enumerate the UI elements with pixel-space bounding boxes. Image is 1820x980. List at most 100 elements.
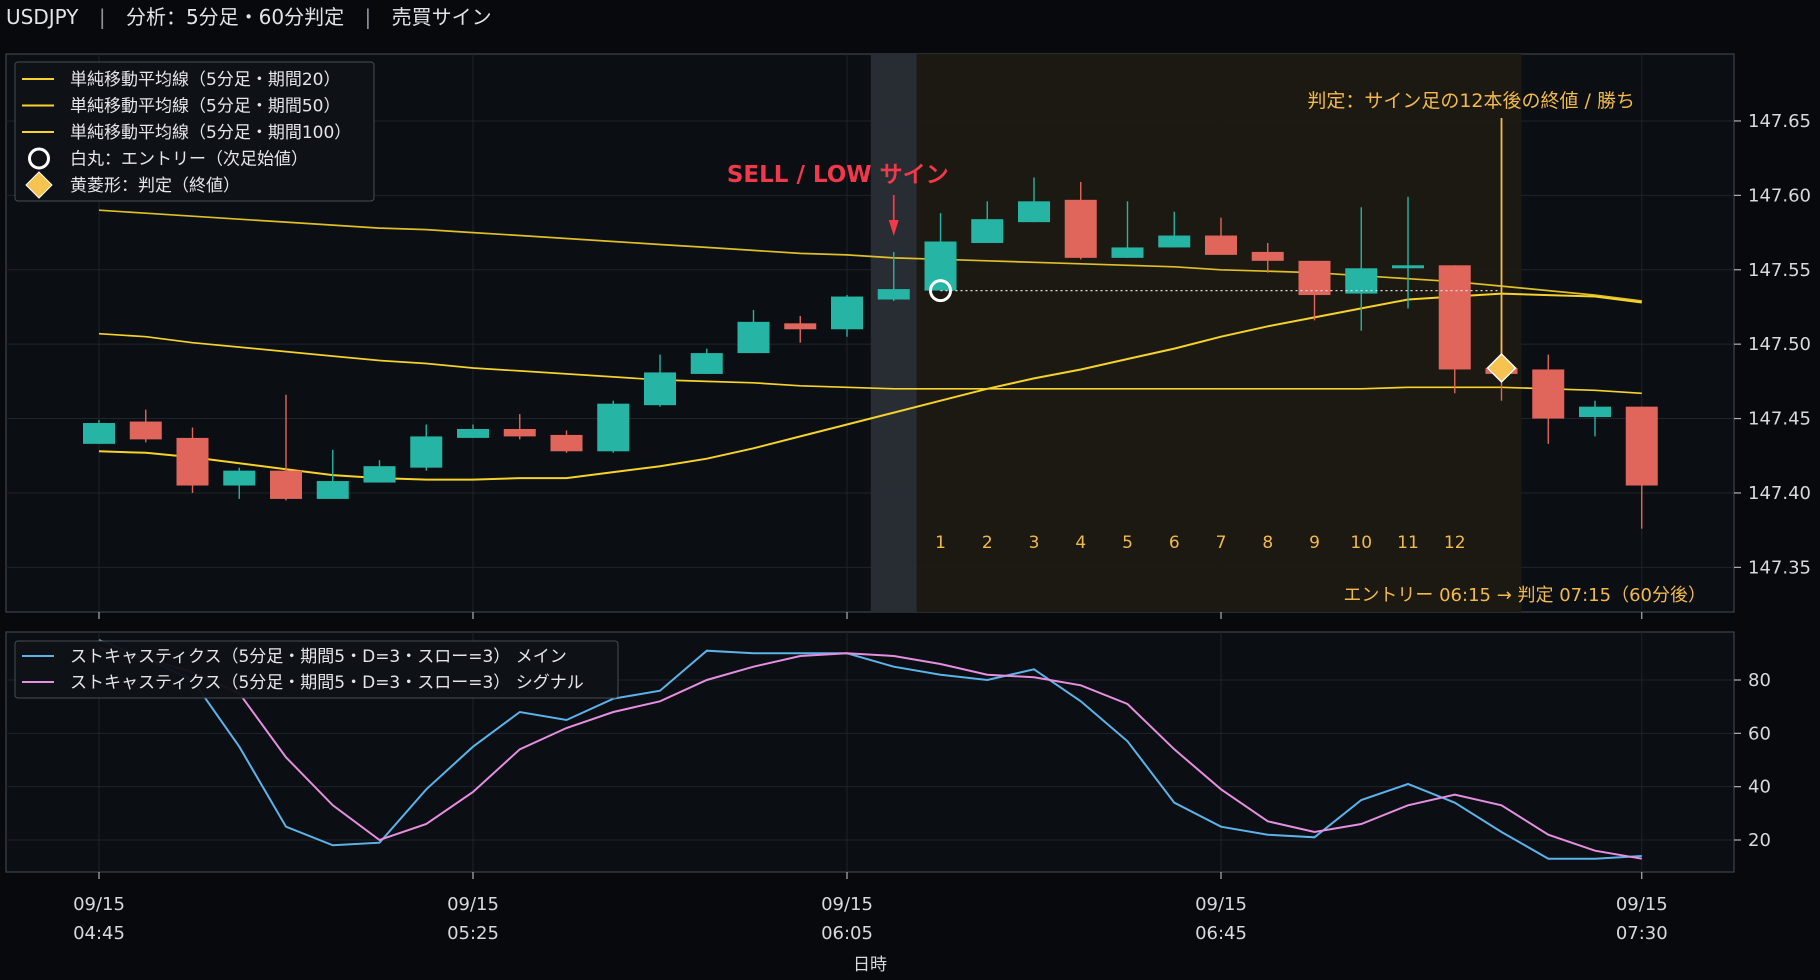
candle-body: [83, 423, 115, 444]
y-tick-label: 147.35: [1748, 557, 1811, 578]
x-tick-time: 06:05: [821, 923, 873, 944]
x-tick-date: 09/15: [821, 894, 873, 915]
sma-line-2: [98, 332, 1642, 395]
candle-body: [1532, 369, 1565, 419]
candle-body: [363, 466, 396, 483]
candle-body: [1625, 406, 1658, 486]
candle: [316, 449, 349, 499]
bar-count-label: 3: [1029, 533, 1040, 553]
stoch-line-1: [98, 639, 1642, 860]
candle-body: [971, 219, 1004, 243]
candle: [1111, 201, 1144, 258]
candle: [924, 213, 957, 291]
candle: [737, 309, 770, 354]
candle: [831, 295, 863, 337]
y-tick-label: 20: [1748, 830, 1771, 851]
candle-body: [129, 421, 162, 440]
legend-label: 単純移動平均線（5分足・期間20）: [70, 70, 340, 90]
x-tick-date: 09/15: [447, 894, 499, 915]
price-y-axis: 147.35 147.40 147.45 147.50 147.55 147.60 147.…: [1734, 111, 1811, 578]
candle-body: [737, 321, 770, 354]
candle-body: [690, 353, 723, 374]
candle: [877, 251, 910, 302]
stoch-legend[interactable]: ストキャスティクス（5分足・期間5・D=3・スロー=3） メインストキャスティク…: [14, 640, 619, 699]
stoch-grid: [6, 632, 1734, 872]
candle: [971, 201, 1004, 243]
bar-count-label: 8: [1262, 533, 1273, 553]
title-bar: USDJPY | 分析：5分足・60分判定 | 売買サイン: [6, 5, 492, 29]
entry-judge-note: エントリー 06:15 → 判定 07:15（60分後）: [1343, 585, 1706, 606]
y-tick-label: 147.60: [1748, 185, 1811, 206]
candle: [1018, 177, 1050, 223]
y-tick-label: 147.55: [1748, 260, 1811, 281]
candle-body: [877, 289, 910, 300]
legend-circle-swatch: [28, 147, 50, 170]
candle: [644, 354, 676, 407]
candle: [597, 400, 630, 453]
candle-body: [223, 470, 256, 486]
x-tick-date: 09/15: [1616, 894, 1668, 915]
candle: [176, 427, 209, 493]
candle-body: [176, 437, 209, 486]
price-legend[interactable]: 単純移動平均線（5分足・期間20） 単純移動平均線（5分足・期間50） 単純移動平均…: [14, 61, 375, 202]
candle-body: [1205, 235, 1237, 255]
stoch-lines: [98, 639, 1642, 860]
title-separator: |: [99, 5, 106, 29]
judge-marker: [1486, 352, 1517, 383]
bar-count-label: 6: [1169, 533, 1180, 553]
candle-body: [1298, 260, 1331, 296]
candle: [503, 414, 536, 440]
candle: [1579, 400, 1611, 437]
candle: [690, 348, 723, 374]
x-tick-time: 06:45: [1195, 923, 1247, 944]
candle-body: [1392, 265, 1424, 269]
candles: [83, 177, 1658, 529]
sma-lines: [98, 209, 1642, 481]
entry-marker: [929, 279, 952, 303]
title-separator: |: [365, 5, 372, 29]
candle: [223, 467, 256, 499]
candle-body: [1111, 247, 1144, 258]
y-tick-label: 147.45: [1748, 409, 1811, 430]
candle: [1438, 265, 1471, 394]
candle: [129, 409, 162, 443]
legend-label: 黄菱形：判定（終値）: [70, 176, 240, 196]
evaluation-window: [916, 54, 1522, 612]
y-tick-label: 147.50: [1748, 334, 1811, 355]
candle-body: [1251, 251, 1284, 261]
stoch-line-2: [98, 647, 1642, 860]
candle: [1205, 217, 1237, 255]
x-tick-date: 09/15: [1195, 894, 1247, 915]
candle: [83, 420, 115, 444]
candle-body: [316, 481, 349, 499]
candle: [1064, 181, 1097, 260]
legend-label: ストキャスティクス（5分足・期間5・D=3・スロー=3） シグナル: [70, 673, 584, 693]
candle: [784, 315, 817, 343]
x-tick-date: 09/15: [73, 894, 125, 915]
bar-count-label: 10: [1350, 533, 1372, 553]
x-axis: 日時 09/15 04:45 09/15 05:25 09/15 06:05 09/15 06…: [73, 612, 1668, 975]
x-tick-time: 05:25: [447, 923, 499, 944]
judge-label: 判定：サイン足の12本後の終値 / 勝ち: [1307, 90, 1635, 112]
candle-body: [1064, 199, 1097, 258]
signal-highlight: [870, 54, 1522, 612]
bar-count-label: 1: [935, 533, 946, 553]
candle-body: [550, 434, 583, 452]
x-tick-time: 07:30: [1616, 923, 1668, 944]
legend-label: 単純移動平均線（5分足・期間100）: [70, 123, 351, 143]
bar-count-label: 12: [1444, 533, 1466, 553]
candle: [410, 424, 443, 471]
bar-count-label: 9: [1309, 533, 1320, 553]
candle-body: [1018, 201, 1050, 223]
legend-box: [14, 61, 375, 202]
candle-body: [270, 470, 302, 499]
candle-body: [924, 241, 957, 291]
candle-body: [644, 372, 676, 406]
candle-body: [597, 403, 630, 452]
candle: [1532, 354, 1565, 444]
candle: [457, 424, 489, 438]
stoch-panel: 20 40 60 80 ストキャスティクス（5分足・期間5・D=3・スロー=3） メイ…: [5, 631, 1771, 873]
sma-line-1: [98, 292, 1642, 481]
